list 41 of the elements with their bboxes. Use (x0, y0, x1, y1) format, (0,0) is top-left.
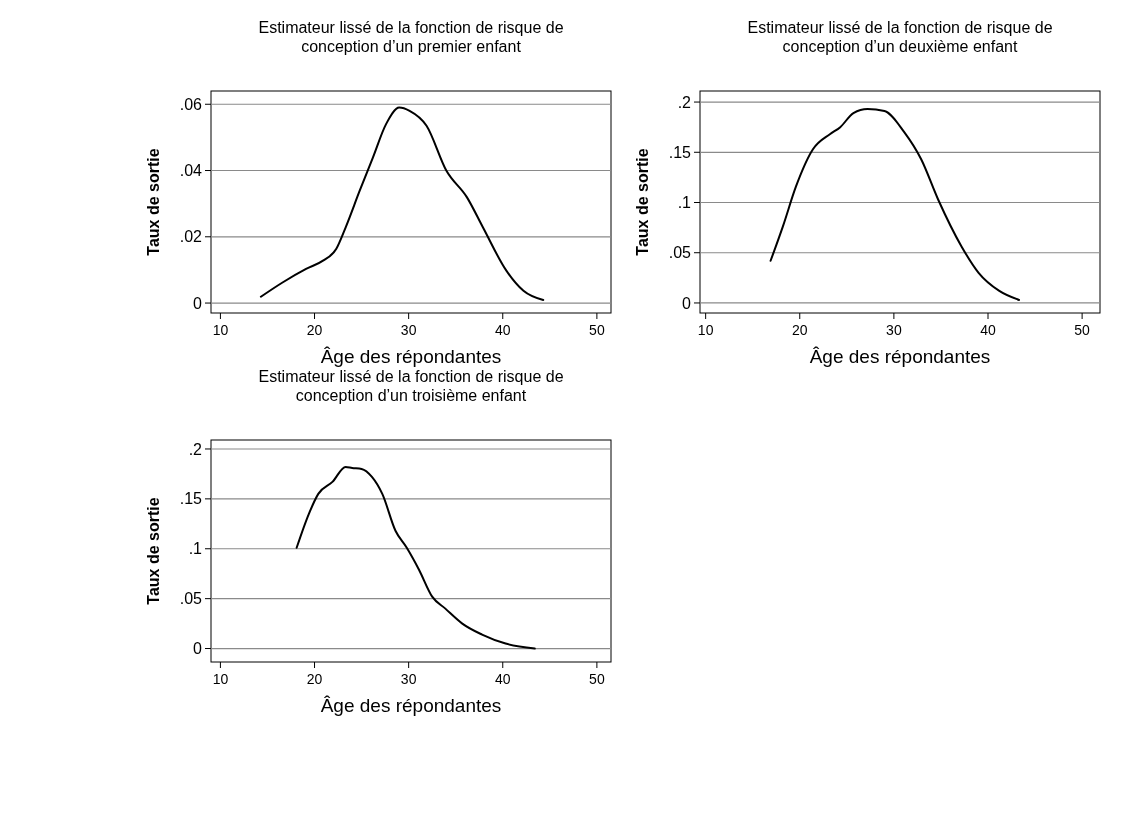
x-tick-label: 30 (400, 322, 417, 338)
y-tick-label: .2 (677, 93, 692, 111)
y-axis-title: Taux de sortie (634, 148, 651, 256)
line-series (295, 465, 536, 650)
y-tick-label: 0 (193, 640, 203, 658)
y-tick-label: .15 (179, 490, 203, 508)
x-tick-label: 20 (306, 322, 323, 338)
y-tick-label: .1 (188, 540, 203, 558)
x-tick-label: 50 (589, 322, 605, 338)
y-axis-title: Taux de sortie (145, 497, 162, 605)
x-tick-label: 30 (886, 322, 902, 338)
chart-title: Estimateur lissé de la fonction de risque de conception d’un premier enfant (258, 19, 564, 55)
x-tick-label: 20 (306, 671, 323, 687)
y-axis-title: Taux de sortie (145, 148, 162, 256)
line-series (259, 106, 545, 302)
x-axis-title: Âge des répondantes (809, 346, 991, 367)
x-axis-title: Âge des répondantes (320, 695, 502, 716)
y-tick-label: 0 (193, 294, 203, 312)
y-tick-label: .2 (188, 440, 203, 458)
x-tick-label: 50 (589, 671, 605, 687)
x-tick-label: 10 (212, 671, 229, 687)
line-series (769, 108, 1021, 301)
y-tick-label: .05 (668, 244, 692, 262)
x-tick-label: 40 (494, 671, 511, 687)
x-tick-label: 50 (1074, 322, 1091, 338)
x-tick-label: 20 (791, 322, 808, 338)
x-tick-label: 10 (212, 322, 229, 338)
y-tick-label: .02 (179, 228, 203, 246)
x-axis-title: Âge des répondantes (320, 346, 502, 367)
y-tick-label: .05 (179, 590, 203, 608)
y-tick-label: .1 (677, 194, 692, 212)
y-tick-label: .06 (179, 95, 203, 113)
y-tick-label: 0 (682, 294, 692, 312)
x-tick-label: 40 (494, 322, 511, 338)
x-tick-label: 40 (980, 322, 996, 338)
x-tick-label: 10 (697, 322, 714, 338)
y-tick-label: .04 (179, 162, 203, 180)
y-tick-label: .15 (668, 143, 692, 161)
chart-title: Estimateur lissé de la fonction de risque de conception d’un troisième enfant (258, 368, 564, 404)
chart-title: Estimateur lissé de la fonction de risque de conception d’un deuxième enfant (747, 19, 1053, 55)
x-tick-label: 30 (400, 671, 417, 687)
